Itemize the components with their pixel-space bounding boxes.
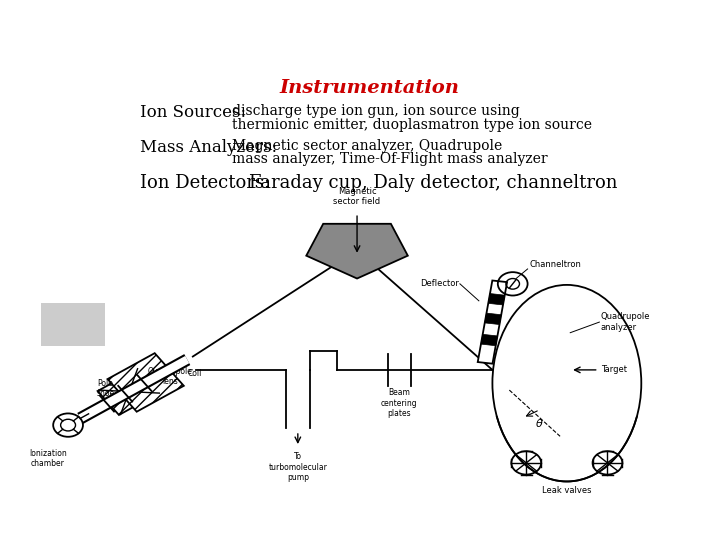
Polygon shape xyxy=(488,294,505,305)
Text: Quadrupole
lens: Quadrupole lens xyxy=(148,367,193,387)
Text: Channeltron: Channeltron xyxy=(530,260,582,269)
Text: Faraday cup, Daly detector, channeltron: Faraday cup, Daly detector, channeltron xyxy=(249,174,618,192)
Text: Pole
shoe: Pole shoe xyxy=(96,379,114,398)
Text: Coil: Coil xyxy=(187,369,202,378)
Text: Beam
centering
plates: Beam centering plates xyxy=(381,388,418,418)
Text: To
turbomolecular
pump: To turbomolecular pump xyxy=(269,452,328,482)
Text: Deflector: Deflector xyxy=(420,279,459,288)
Text: Magnetic sector analyzer, Quadrupole: Magnetic sector analyzer, Quadrupole xyxy=(233,139,503,153)
Polygon shape xyxy=(98,368,161,415)
Text: discharge type ion gun, ion source using: discharge type ion gun, ion source using xyxy=(233,104,520,118)
Text: Quadrupole
analyzer: Quadrupole analyzer xyxy=(600,312,650,332)
Text: Target: Target xyxy=(600,366,626,374)
Text: Magnetic
sector field: Magnetic sector field xyxy=(333,187,381,206)
Polygon shape xyxy=(485,313,501,325)
Text: Instrumentation: Instrumentation xyxy=(279,79,459,97)
Polygon shape xyxy=(107,353,184,411)
Text: thermionic emitter, duoplasmatron type ion source: thermionic emitter, duoplasmatron type i… xyxy=(233,118,593,132)
Text: Mass Analyzers:: Mass Analyzers: xyxy=(140,139,277,156)
Text: Ion Detectors:: Ion Detectors: xyxy=(140,174,270,192)
Polygon shape xyxy=(306,224,408,279)
Polygon shape xyxy=(478,280,507,363)
Text: Ion Sources:: Ion Sources: xyxy=(140,104,246,122)
Text: $\theta$: $\theta$ xyxy=(536,417,544,429)
Polygon shape xyxy=(481,334,498,346)
Text: mass analyzer, Time-Of-Flight mass analyzer: mass analyzer, Time-Of-Flight mass analy… xyxy=(233,152,548,166)
Text: Leak valves: Leak valves xyxy=(542,485,592,495)
Text: Ionization
chamber: Ionization chamber xyxy=(29,449,67,468)
Bar xyxy=(41,303,105,346)
